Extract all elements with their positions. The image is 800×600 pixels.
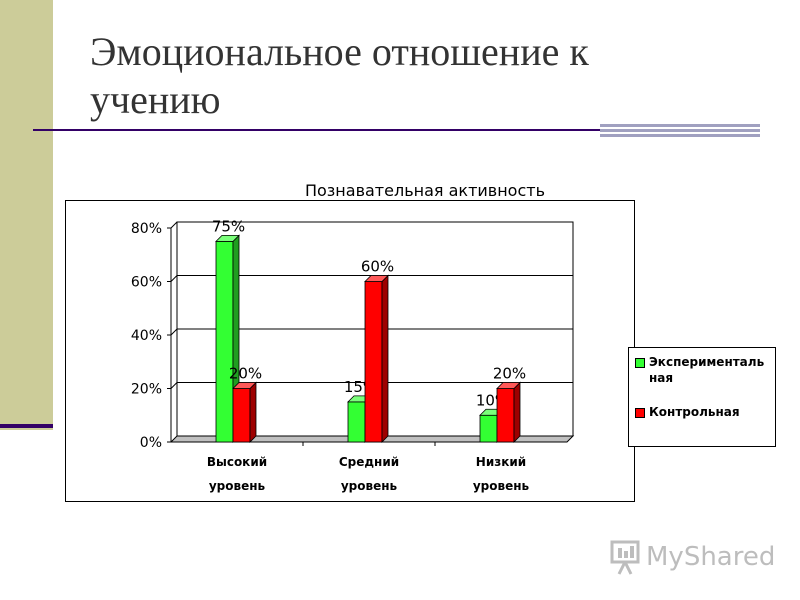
y-tick-label: 80% xyxy=(131,221,162,237)
slide-title-line2: учению xyxy=(90,77,221,122)
bar-front xyxy=(364,281,383,443)
legend-label-experimental: Эксперименталь ная xyxy=(649,354,764,386)
x-category-label: Высокий xyxy=(207,455,267,469)
gridline-depth xyxy=(170,275,178,282)
legend-swatch-control xyxy=(635,408,645,418)
bar-top xyxy=(364,275,389,282)
chart-legend: Эксперименталь ная Контрольная xyxy=(628,347,776,447)
x-category-label: уровень xyxy=(341,479,398,493)
bar-side xyxy=(381,274,389,443)
x-category-label: Низкий xyxy=(476,455,526,469)
presentation-screen-icon xyxy=(610,540,640,575)
legend-label-control: Контрольная xyxy=(649,405,740,419)
bar-front xyxy=(496,388,515,443)
y-tick-label: 60% xyxy=(131,275,162,291)
bar-data-label: 20% xyxy=(493,365,526,383)
watermark: MyShared xyxy=(610,540,780,576)
bar-side xyxy=(249,381,257,443)
gridline-depth xyxy=(170,328,178,336)
y-tick-label: 40% xyxy=(131,328,162,344)
bar-front xyxy=(215,240,234,443)
watermark-text: MyShared xyxy=(646,542,776,572)
gridline-depth xyxy=(170,382,178,389)
left-accent-bar xyxy=(0,0,53,430)
legend-label-experimental-line1: Эксперименталь xyxy=(649,355,765,369)
x-category-label: уровень xyxy=(209,479,266,493)
slide-title-line1: Эмоциональное отношение к xyxy=(90,29,589,74)
title-underline-accent xyxy=(600,124,760,138)
bar-data-label: 20% xyxy=(229,365,262,383)
bar-front xyxy=(479,414,498,443)
bar-front xyxy=(232,388,251,443)
legend-label-experimental-line2: ная xyxy=(649,371,674,385)
y-tick-label: 20% xyxy=(131,382,162,398)
bar-side xyxy=(513,381,521,443)
bar-top xyxy=(215,234,240,242)
legend-swatch-experimental xyxy=(635,358,645,368)
bar-data-label: 60% xyxy=(361,258,394,276)
bar-data-label: 75% xyxy=(212,217,245,235)
bar-top xyxy=(232,382,257,389)
title-underline xyxy=(33,129,600,131)
chart-title: Познавательная активность xyxy=(304,181,546,200)
x-category-label: Средний xyxy=(339,455,399,469)
bar-front xyxy=(347,401,366,443)
bar-top xyxy=(496,382,521,389)
y-tick-label: 0% xyxy=(140,435,162,451)
slide-title: Эмоциональное отношение к учению xyxy=(90,28,690,124)
x-category-label: уровень xyxy=(473,479,530,493)
left-accent-line xyxy=(0,424,53,428)
gridline-depth xyxy=(170,221,178,229)
